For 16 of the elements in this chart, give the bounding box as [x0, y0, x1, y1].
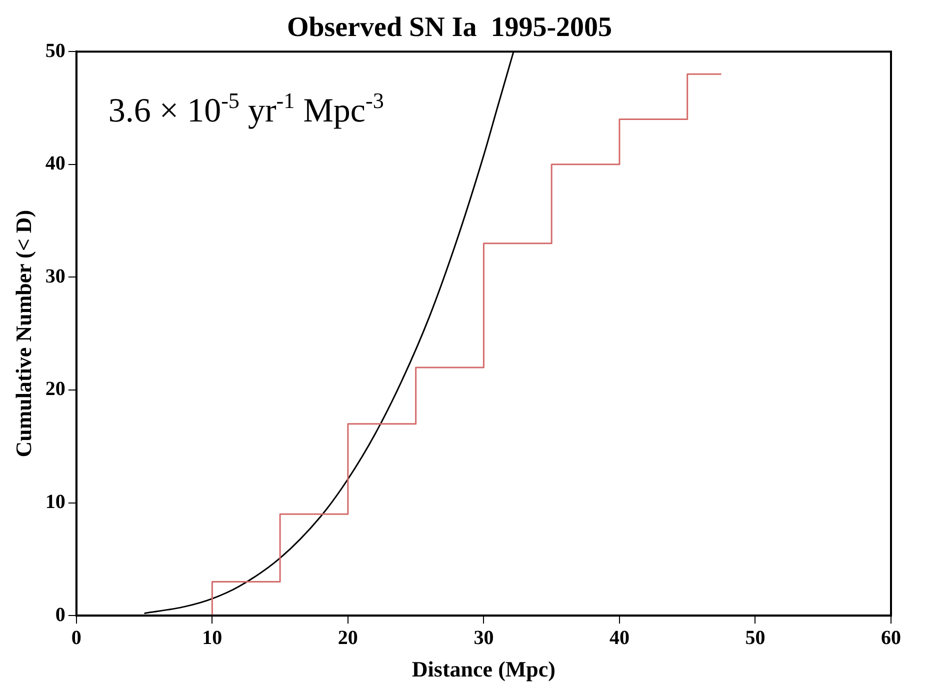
- y-tick-label: 30: [45, 265, 66, 288]
- x-tick-label: 50: [745, 626, 766, 649]
- x-tick-label: 30: [474, 626, 494, 649]
- y-tick-label: 0: [55, 604, 66, 626]
- y-tick-label: 20: [45, 378, 66, 400]
- y-tick-label: 50: [45, 40, 66, 62]
- y-tick-label: 10: [45, 490, 66, 513]
- x-tick-label: 40: [609, 626, 630, 649]
- x-tick-label: 60: [881, 626, 901, 649]
- chart-title: Observed SN Ia 1995-2005: [286, 12, 612, 44]
- y-axis-title: Cumulative Number (< D): [10, 210, 36, 458]
- x-tick-label: 10: [202, 626, 222, 649]
- x-tick-label: 20: [338, 626, 358, 649]
- y-tick-label: 40: [45, 152, 66, 175]
- x-tick-label: 0: [71, 626, 82, 649]
- x-axis-title: Distance (Mpc): [412, 656, 556, 682]
